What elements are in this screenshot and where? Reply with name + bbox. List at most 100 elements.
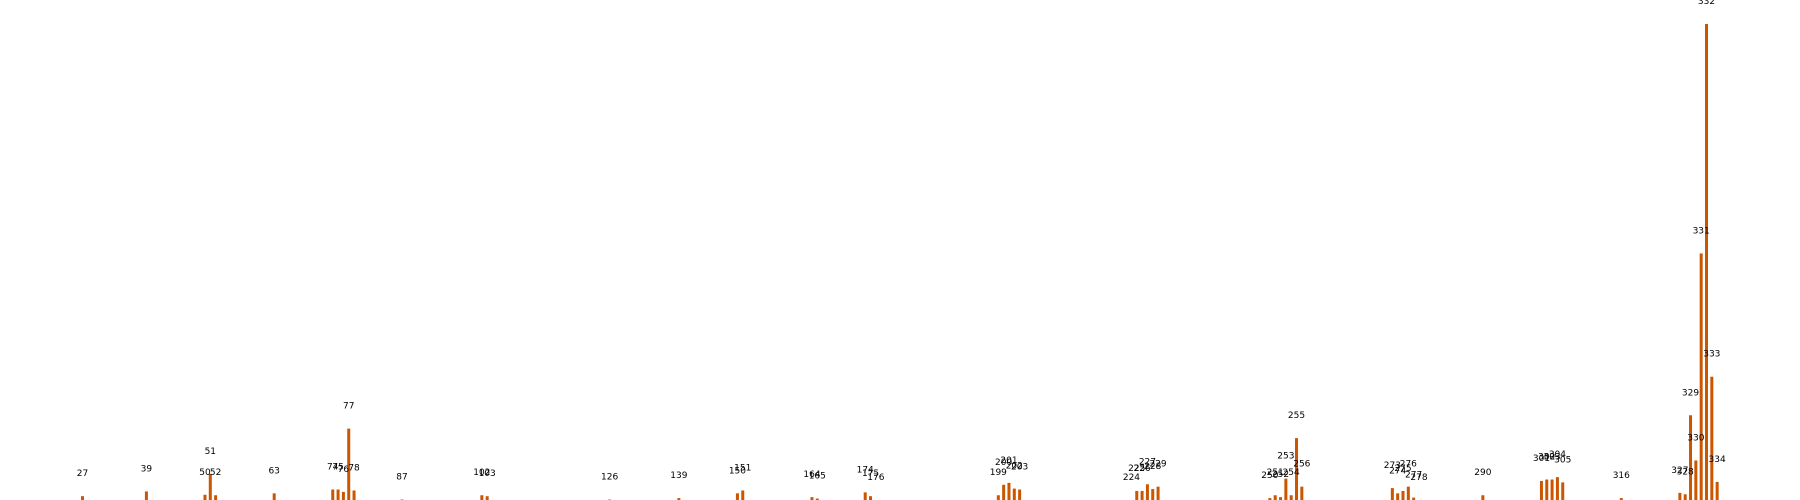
peak-label-255: 255 <box>1288 411 1305 421</box>
peak-label-75: 75 <box>332 463 343 473</box>
bar-139 <box>677 498 681 500</box>
peak-label-27: 27 <box>77 469 88 479</box>
bar-250 <box>1268 498 1272 500</box>
peak-label-39: 39 <box>141 464 153 474</box>
bar-301 <box>1539 480 1543 500</box>
peak-label-165: 165 <box>809 472 826 482</box>
bar-group <box>81 24 1719 500</box>
peak-label-253: 253 <box>1277 452 1294 462</box>
peak-label-87: 87 <box>396 473 407 483</box>
peak-label-256: 256 <box>1293 460 1310 470</box>
peak-label-333: 333 <box>1703 350 1720 360</box>
peak-label-77: 77 <box>343 402 354 412</box>
bar-103 <box>485 496 489 500</box>
peak-label-252: 252 <box>1272 470 1289 480</box>
peak-label-126: 126 <box>601 473 618 483</box>
bar-200 <box>1002 484 1006 500</box>
bar-229 <box>1156 486 1160 500</box>
peak-label-164: 164 <box>803 470 820 480</box>
peak-label-76: 76 <box>338 465 350 475</box>
bar-175 <box>869 496 873 500</box>
bar-151 <box>741 490 745 500</box>
peak-label-139: 139 <box>670 471 687 481</box>
bar-255 <box>1295 438 1299 500</box>
bar-227 <box>1145 484 1149 500</box>
peak-label-290: 290 <box>1474 468 1491 478</box>
bar-329 <box>1689 415 1693 500</box>
bar-226 <box>1140 490 1144 500</box>
peak-label-305: 305 <box>1554 455 1571 465</box>
peak-label-278: 278 <box>1410 473 1427 483</box>
bar-203 <box>1018 489 1022 500</box>
peak-label-328: 328 <box>1677 467 1694 477</box>
bar-199 <box>996 495 1000 500</box>
bar-165 <box>815 498 819 500</box>
bar-327 <box>1678 492 1682 500</box>
peak-label-331: 331 <box>1693 226 1710 236</box>
bar-76 <box>341 491 345 500</box>
peak-label-175: 175 <box>862 469 879 479</box>
peak-label-316: 316 <box>1613 471 1630 481</box>
bar-331 <box>1699 253 1703 500</box>
peak-label-332: 332 <box>1698 0 1715 7</box>
bar-51 <box>208 473 212 500</box>
bar-39 <box>144 491 148 500</box>
peak-label-304: 304 <box>1549 450 1566 460</box>
bar-225 <box>1135 490 1139 500</box>
bar-174 <box>863 492 867 500</box>
peak-label-275: 275 <box>1394 464 1411 474</box>
peak-label-50: 50 <box>199 468 211 478</box>
bar-150 <box>735 493 739 500</box>
bar-273 <box>1390 488 1394 500</box>
peak-label-327: 327 <box>1671 466 1688 476</box>
peak-label-251: 251 <box>1267 468 1284 478</box>
bar-305 <box>1561 482 1565 500</box>
bar-78 <box>352 490 356 500</box>
bar-276 <box>1406 486 1410 500</box>
bar-275 <box>1401 490 1405 500</box>
peak-label-63: 63 <box>268 466 279 476</box>
peak-label-227: 227 <box>1139 457 1156 467</box>
bar-332 <box>1705 24 1708 500</box>
bar-334 <box>1715 481 1719 500</box>
bar-27 <box>81 496 84 500</box>
peak-label-329: 329 <box>1682 388 1699 398</box>
peak-label-224: 224 <box>1123 473 1140 483</box>
peak-label-250: 250 <box>1261 471 1278 481</box>
bar-74 <box>331 489 335 500</box>
bar-102 <box>480 495 484 500</box>
peak-label-78: 78 <box>348 463 360 473</box>
bar-52 <box>214 495 218 500</box>
bar-251 <box>1273 495 1277 500</box>
peak-label-301: 301 <box>1533 454 1550 464</box>
peak-label-334: 334 <box>1709 455 1726 465</box>
peak-label-51: 51 <box>205 447 216 457</box>
bar-202 <box>1012 488 1016 500</box>
peak-label-202: 202 <box>1006 462 1023 472</box>
peak-label-330: 330 <box>1687 433 1704 443</box>
bar-253 <box>1284 478 1288 500</box>
peak-label-276: 276 <box>1400 460 1417 470</box>
bar-254 <box>1289 495 1293 500</box>
bar-333 <box>1710 376 1714 500</box>
bar-302 <box>1545 479 1549 500</box>
peak-label-102: 102 <box>473 468 490 478</box>
peak-label-302: 302 <box>1538 453 1555 463</box>
bar-164 <box>810 497 814 500</box>
peak-label-176: 176 <box>867 473 884 483</box>
bar-63 <box>272 493 276 500</box>
peak-label-199: 199 <box>990 468 1007 478</box>
peak-label-150: 150 <box>729 466 746 476</box>
peak-label-174: 174 <box>857 465 874 475</box>
peak-label-277: 277 <box>1405 471 1422 481</box>
peak-label-303: 303 <box>1543 453 1560 463</box>
bar-201 <box>1007 482 1011 500</box>
peak-label-203: 203 <box>1011 463 1028 473</box>
bar-303 <box>1550 479 1554 500</box>
bar-252 <box>1279 497 1283 500</box>
peak-label-229: 229 <box>1149 460 1166 470</box>
peak-label-74: 74 <box>327 463 339 473</box>
bar-75 <box>336 489 340 500</box>
peak-label-228: 228 <box>1144 462 1161 472</box>
